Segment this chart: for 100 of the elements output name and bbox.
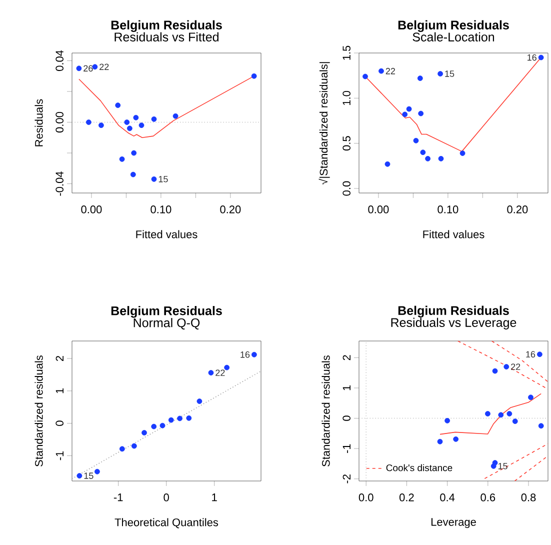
x-axis-title: Fitted values [423, 230, 484, 238]
chart-title: Belgium Residuals [111, 20, 222, 32]
point [94, 468, 100, 474]
annotation: 15 [498, 462, 508, 470]
x-tick-label: 1 [212, 494, 217, 502]
x-tick-label: -1 [114, 494, 123, 502]
y-tick-label: 0.00 [56, 112, 64, 133]
point [126, 126, 132, 132]
x-tick-label: 0.10 [150, 206, 172, 214]
point [151, 176, 157, 182]
point [485, 411, 490, 416]
point [196, 398, 202, 404]
point [378, 68, 384, 74]
point [506, 411, 512, 416]
point [186, 415, 192, 421]
point [251, 352, 257, 358]
y-axis-title: √|Standardized residuals| [318, 62, 330, 185]
point [425, 156, 430, 162]
x-tick-label: 0 [164, 494, 169, 502]
point [384, 161, 390, 167]
point [402, 112, 408, 118]
annotation: 16 [528, 54, 536, 61]
y-tick-label: 0.0 [342, 181, 350, 196]
annotation: 16 [240, 351, 250, 358]
annotation: 15 [445, 70, 454, 77]
chart-subtitle: Scale-Location [412, 32, 494, 42]
point [538, 54, 544, 60]
annotation: 22 [100, 64, 109, 70]
x-tick-label: 0.00 [368, 206, 389, 214]
point [362, 74, 368, 80]
point [438, 71, 443, 76]
y-tick-label: -0.04 [56, 172, 64, 196]
y-tick-label: -2 [342, 474, 350, 484]
point [151, 116, 157, 122]
x-tick-label: 0.0 [358, 494, 374, 502]
chart-title: Belgium Residuals [398, 20, 509, 32]
point [124, 120, 130, 125]
y-axis-title: Standardized residuals [322, 355, 330, 466]
annotation: 22 [216, 370, 225, 376]
point [138, 122, 144, 128]
point [208, 370, 214, 376]
point [131, 443, 137, 449]
point [453, 436, 459, 442]
x-tick-label: 0.6 [480, 494, 496, 502]
point [119, 156, 125, 162]
y-tick-label: 1.0 [342, 90, 350, 105]
annotation: 22 [386, 68, 395, 74]
y-tick-label: 2 [342, 355, 350, 360]
annotation: 26 [84, 65, 93, 72]
point [492, 368, 498, 374]
chart-subtitle: Normal Q-Q [134, 318, 200, 330]
point [142, 430, 147, 436]
annotation: 22 [511, 364, 520, 370]
point [172, 113, 178, 119]
point [512, 418, 518, 424]
point [76, 66, 82, 72]
y-axis-title: Standardized residuals [34, 355, 43, 466]
point [536, 352, 542, 358]
line-series [440, 393, 542, 435]
y-tick-label: -1 [56, 451, 64, 460]
point [406, 106, 412, 112]
chart-subtitle: Residuals vs Fitted [114, 32, 218, 42]
point [438, 156, 444, 162]
chart-title: Belgium Residuals [111, 306, 222, 318]
legend-label: Cook's distance [386, 464, 452, 472]
point [498, 412, 504, 418]
point [460, 150, 466, 156]
x-axis-title: Leverage [431, 518, 476, 528]
point [417, 76, 423, 81]
point [98, 122, 104, 128]
y-tick-label: 1.5 [342, 46, 350, 60]
x-tick-label: 0.10 [438, 206, 458, 214]
point [86, 120, 92, 125]
x-tick-label: 0.2 [399, 494, 414, 502]
x-axis-title: Fitted values [136, 230, 198, 238]
x-tick-label: 0.8 [521, 494, 536, 502]
point [538, 423, 544, 429]
y-tick-label: 0.04 [56, 50, 64, 71]
annotation: 15 [84, 472, 94, 479]
y-tick-label: -1 [342, 444, 350, 453]
point [160, 422, 166, 428]
y-axis-title: Residuals [34, 99, 43, 146]
point [151, 424, 157, 430]
point [131, 150, 137, 156]
point [119, 446, 125, 452]
chart-subtitle: Residuals vs Leverage [391, 318, 516, 330]
point [177, 416, 182, 422]
y-tick-label: 1 [342, 385, 350, 390]
x-axis-title: Theoretical Quantiles [114, 518, 218, 528]
point [444, 418, 450, 424]
x-tick-label: 0.20 [507, 206, 528, 214]
point [115, 102, 121, 108]
point [168, 417, 174, 423]
y-tick-label: 2 [56, 356, 64, 361]
point [504, 364, 510, 370]
chart-title: Belgium Residuals [398, 306, 509, 318]
point [418, 110, 424, 116]
point [437, 438, 443, 444]
annotation: 16 [526, 351, 536, 358]
x-tick-label: 0.20 [220, 206, 241, 214]
